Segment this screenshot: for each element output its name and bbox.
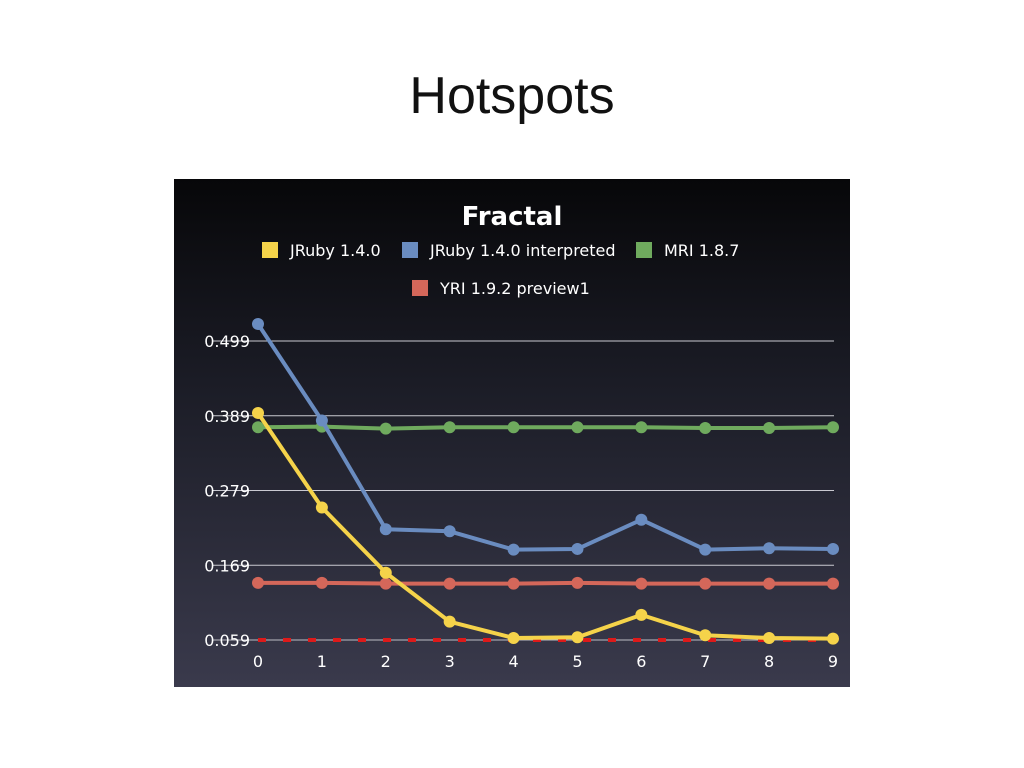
data-point (827, 632, 839, 645)
data-point (635, 513, 648, 526)
series-line (256, 424, 835, 431)
y-tick-label: 0.279 (204, 482, 250, 501)
x-tick-label: 2 (381, 652, 391, 671)
y-tick-label: 0.059 (204, 631, 250, 650)
data-point (443, 615, 456, 628)
x-tick-label: 5 (572, 652, 582, 671)
data-point (699, 543, 712, 556)
legend-label: MRI 1.8.7 (664, 241, 739, 260)
y-tick-label: 0.389 (204, 407, 250, 426)
data-point (443, 525, 456, 538)
data-point (699, 577, 712, 590)
data-point (443, 577, 456, 590)
data-point (571, 576, 584, 589)
data-point (763, 631, 776, 644)
y-tick-label: 0.169 (204, 556, 250, 575)
data-point (571, 542, 584, 555)
chart-panel: Fractal JRuby 1.4.0 JRuby 1.4.0 interpret… (174, 179, 850, 687)
data-point (763, 421, 776, 434)
chart-legend: JRuby 1.4.0 JRuby 1.4.0 interpreted MRI 1.… (262, 241, 739, 298)
data-point (379, 566, 392, 579)
data-point (699, 629, 712, 642)
legend-label: JRuby 1.4.0 interpreted (429, 241, 616, 260)
data-point (635, 577, 648, 590)
data-point (827, 542, 839, 555)
series-line (256, 322, 835, 552)
legend-swatch (636, 242, 652, 258)
data-point (827, 577, 839, 590)
chart-grid (212, 340, 834, 641)
data-point (252, 318, 264, 331)
data-point (571, 631, 584, 644)
series-jruby-1-4-0-interpreted (252, 318, 839, 556)
legend-label: JRuby 1.4.0 (289, 241, 381, 260)
data-point (571, 421, 584, 434)
data-point (635, 421, 648, 434)
legend-item-yri-1-9-2-preview1: YRI 1.9.2 preview1 (412, 279, 590, 298)
data-point (315, 576, 328, 589)
data-point (315, 501, 328, 514)
y-axis-tick-labels: 0.059 0.169 0.279 0.389 0.499 (204, 332, 250, 650)
data-point (763, 542, 776, 555)
data-point (827, 421, 839, 434)
x-tick-label: 8 (764, 652, 774, 671)
x-tick-label: 7 (700, 652, 710, 671)
data-point (507, 631, 520, 644)
data-point (252, 576, 264, 589)
x-tick-label: 3 (445, 652, 455, 671)
legend-item-jruby-1-4-0-interpreted: JRuby 1.4.0 interpreted (402, 241, 616, 260)
data-point (699, 421, 712, 434)
legend-item-mri-1-8-7: MRI 1.8.7 (636, 241, 739, 260)
y-tick-label: 0.499 (204, 332, 250, 351)
data-point (763, 577, 776, 590)
x-tick-label: 4 (508, 652, 518, 671)
chart-title: Fractal (462, 202, 563, 232)
data-point (379, 523, 392, 536)
series-line (256, 411, 835, 641)
data-point (635, 608, 648, 621)
legend-item-jruby-1-4-0: JRuby 1.4.0 (262, 241, 381, 260)
data-point (507, 543, 520, 556)
data-point (443, 421, 456, 434)
series-yri-1-9-2-preview1 (252, 576, 839, 590)
data-point (315, 414, 328, 427)
legend-label: YRI 1.9.2 preview1 (439, 279, 590, 298)
x-tick-label: 0 (253, 652, 263, 671)
data-point (379, 422, 392, 435)
slide-title: Hotspots (409, 67, 615, 125)
data-point (507, 577, 520, 590)
legend-swatch (402, 242, 418, 258)
x-tick-label: 1 (317, 652, 327, 671)
line-chart: Fractal JRuby 1.4.0 JRuby 1.4.0 interpret… (204, 202, 839, 671)
x-tick-label: 6 (636, 652, 646, 671)
legend-swatch (412, 280, 428, 296)
chart-series (252, 318, 839, 645)
data-point (507, 421, 520, 434)
x-axis-tick-labels: 0 1 2 3 4 5 6 7 8 9 (253, 652, 838, 671)
series-line (256, 580, 835, 586)
data-point (252, 407, 264, 420)
series-mri-1-8-7 (252, 420, 839, 435)
series-jruby-1-4-0 (252, 407, 839, 645)
x-tick-label: 9 (828, 652, 838, 671)
data-point (252, 421, 264, 434)
data-point (379, 577, 392, 590)
legend-swatch (262, 242, 278, 258)
